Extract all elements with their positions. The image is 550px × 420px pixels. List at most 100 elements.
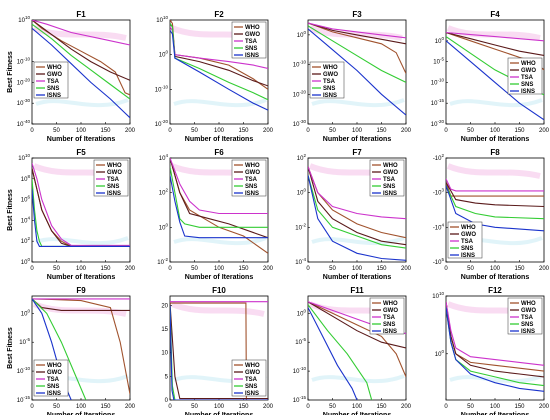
series-line-gwo — [446, 182, 544, 208]
x-axis-label: Number of Iterations — [185, 274, 254, 281]
x-tick-label: 150 — [376, 266, 387, 272]
y-tick-exponent: 0 — [27, 257, 30, 262]
x-tick-label: 100 — [352, 128, 363, 134]
legend-box — [369, 159, 405, 197]
y-tick-exponent: 10 — [25, 153, 31, 158]
x-tick-label: 150 — [238, 404, 249, 410]
legend-label-isns: ISNS — [245, 391, 259, 397]
legend-label-gwo: GWO — [461, 232, 476, 238]
legend-box — [231, 21, 267, 59]
series-line-isns — [32, 189, 130, 247]
y-tick-label: 10-10 — [293, 366, 307, 375]
y-tick-exponent: -2 — [302, 222, 306, 227]
x-tick-label: 0 — [30, 404, 34, 410]
chart-title: F3 — [352, 10, 362, 19]
chart-title: F12 — [488, 286, 502, 295]
x-tick-label: 100 — [214, 404, 225, 410]
x-tick-label: 0 — [444, 128, 448, 134]
series-line-isns — [32, 27, 130, 119]
y-tick-label: 10-10 — [293, 60, 307, 69]
y-tick-label: 10-40 — [17, 119, 31, 128]
y-tick-exponent: 4 — [27, 215, 30, 220]
y-tick-label: 1010 — [432, 291, 444, 300]
x-axis-label: Number of Iterations — [323, 136, 392, 143]
y-tick-exponent: 4 — [165, 153, 168, 158]
chart-f4: F4 0 50 100 150 200 Number of Iterations 100 10-… — [431, 10, 550, 143]
y-tick-exponent: 2 — [303, 153, 306, 158]
legend-label-isns: ISNS — [521, 89, 535, 95]
y-tick-exponent: 0 — [165, 50, 168, 55]
y-tick-label: 10-30 — [293, 119, 307, 128]
y-tick-label: 10-15 — [431, 98, 445, 107]
series-line-tsa — [446, 301, 544, 366]
legend-label-gwo: GWO — [521, 308, 536, 314]
legend-label-gwo: GWO — [47, 72, 62, 78]
y-tick-exponent: -20 — [437, 119, 444, 124]
series-line-gwo — [170, 303, 268, 400]
chart-title: F7 — [352, 148, 362, 157]
x-tick-label: 150 — [514, 266, 525, 272]
x-tick-label: 200 — [401, 266, 412, 272]
legend-box — [507, 57, 543, 95]
legend-label-who: WHO — [521, 301, 536, 307]
legend-label-tsa: TSA — [47, 377, 60, 383]
x-tick-label: 0 — [306, 404, 310, 410]
x-tick-label: 150 — [514, 128, 525, 134]
y-tick-exponent: -10 — [437, 77, 444, 82]
y-tick-exponent: -10 — [23, 366, 30, 371]
legend-label-who: WHO — [245, 163, 260, 169]
legend-label-gwo: GWO — [245, 170, 260, 176]
y-tick-label: 0 — [165, 398, 169, 404]
x-tick-label: 200 — [125, 266, 136, 272]
legend-label-isns: ISNS — [47, 93, 61, 99]
series-line-tsa — [308, 22, 406, 39]
series-line-tsa — [32, 20, 130, 46]
x-tick-label: 200 — [263, 128, 274, 134]
y-tick-label: 1010 — [18, 15, 30, 24]
x-axis-label: Number of Iterations — [461, 274, 530, 281]
chart-f12: F12050100150200Number of Iterations10101… — [432, 286, 549, 419]
cyan-smear — [449, 98, 543, 108]
pink-smear — [446, 25, 541, 41]
x-tick-label: 200 — [263, 266, 274, 272]
x-tick-label: 150 — [100, 128, 111, 134]
x-tick-label: 50 — [329, 128, 336, 134]
x-tick-label: 200 — [539, 128, 550, 134]
x-tick-label: 50 — [191, 404, 198, 410]
legend-label-tsa: TSA — [107, 177, 120, 183]
chart-title: F2 — [214, 10, 224, 19]
x-tick-label: 200 — [125, 128, 136, 134]
y-tick-exponent: -5 — [440, 57, 444, 62]
y-tick-exponent: 10 — [439, 291, 445, 296]
x-tick-label: 100 — [76, 128, 87, 134]
x-tick-label: 100 — [490, 128, 501, 134]
legend-label-gwo: GWO — [107, 170, 122, 176]
x-tick-label: 50 — [191, 266, 198, 272]
y-tick-exponent: 0 — [441, 349, 444, 354]
y-tick-label: 10-10 — [17, 366, 31, 375]
y-tick-exponent: 2 — [165, 188, 168, 193]
x-tick-label: 50 — [329, 404, 336, 410]
legend-label-tsa: TSA — [245, 177, 258, 183]
series-line-sns — [308, 25, 406, 83]
y-tick-label: 10-30 — [17, 98, 31, 107]
series-line-tsa — [308, 166, 406, 220]
legend-label-sns: SNS — [323, 86, 335, 92]
y-tick-label: 106 — [21, 195, 31, 204]
chart-f11: F11050100150200Number of Iterations10010… — [293, 286, 412, 419]
y-tick-label: 108 — [21, 174, 31, 183]
series-line-gwo — [170, 158, 268, 239]
chart-title: F11 — [350, 286, 364, 295]
x-tick-label: 150 — [376, 128, 387, 134]
series-line-isns — [308, 28, 406, 116]
series-line-sns — [170, 166, 268, 228]
y-tick-exponent: -20 — [299, 89, 306, 94]
x-tick-label: 150 — [376, 404, 387, 410]
